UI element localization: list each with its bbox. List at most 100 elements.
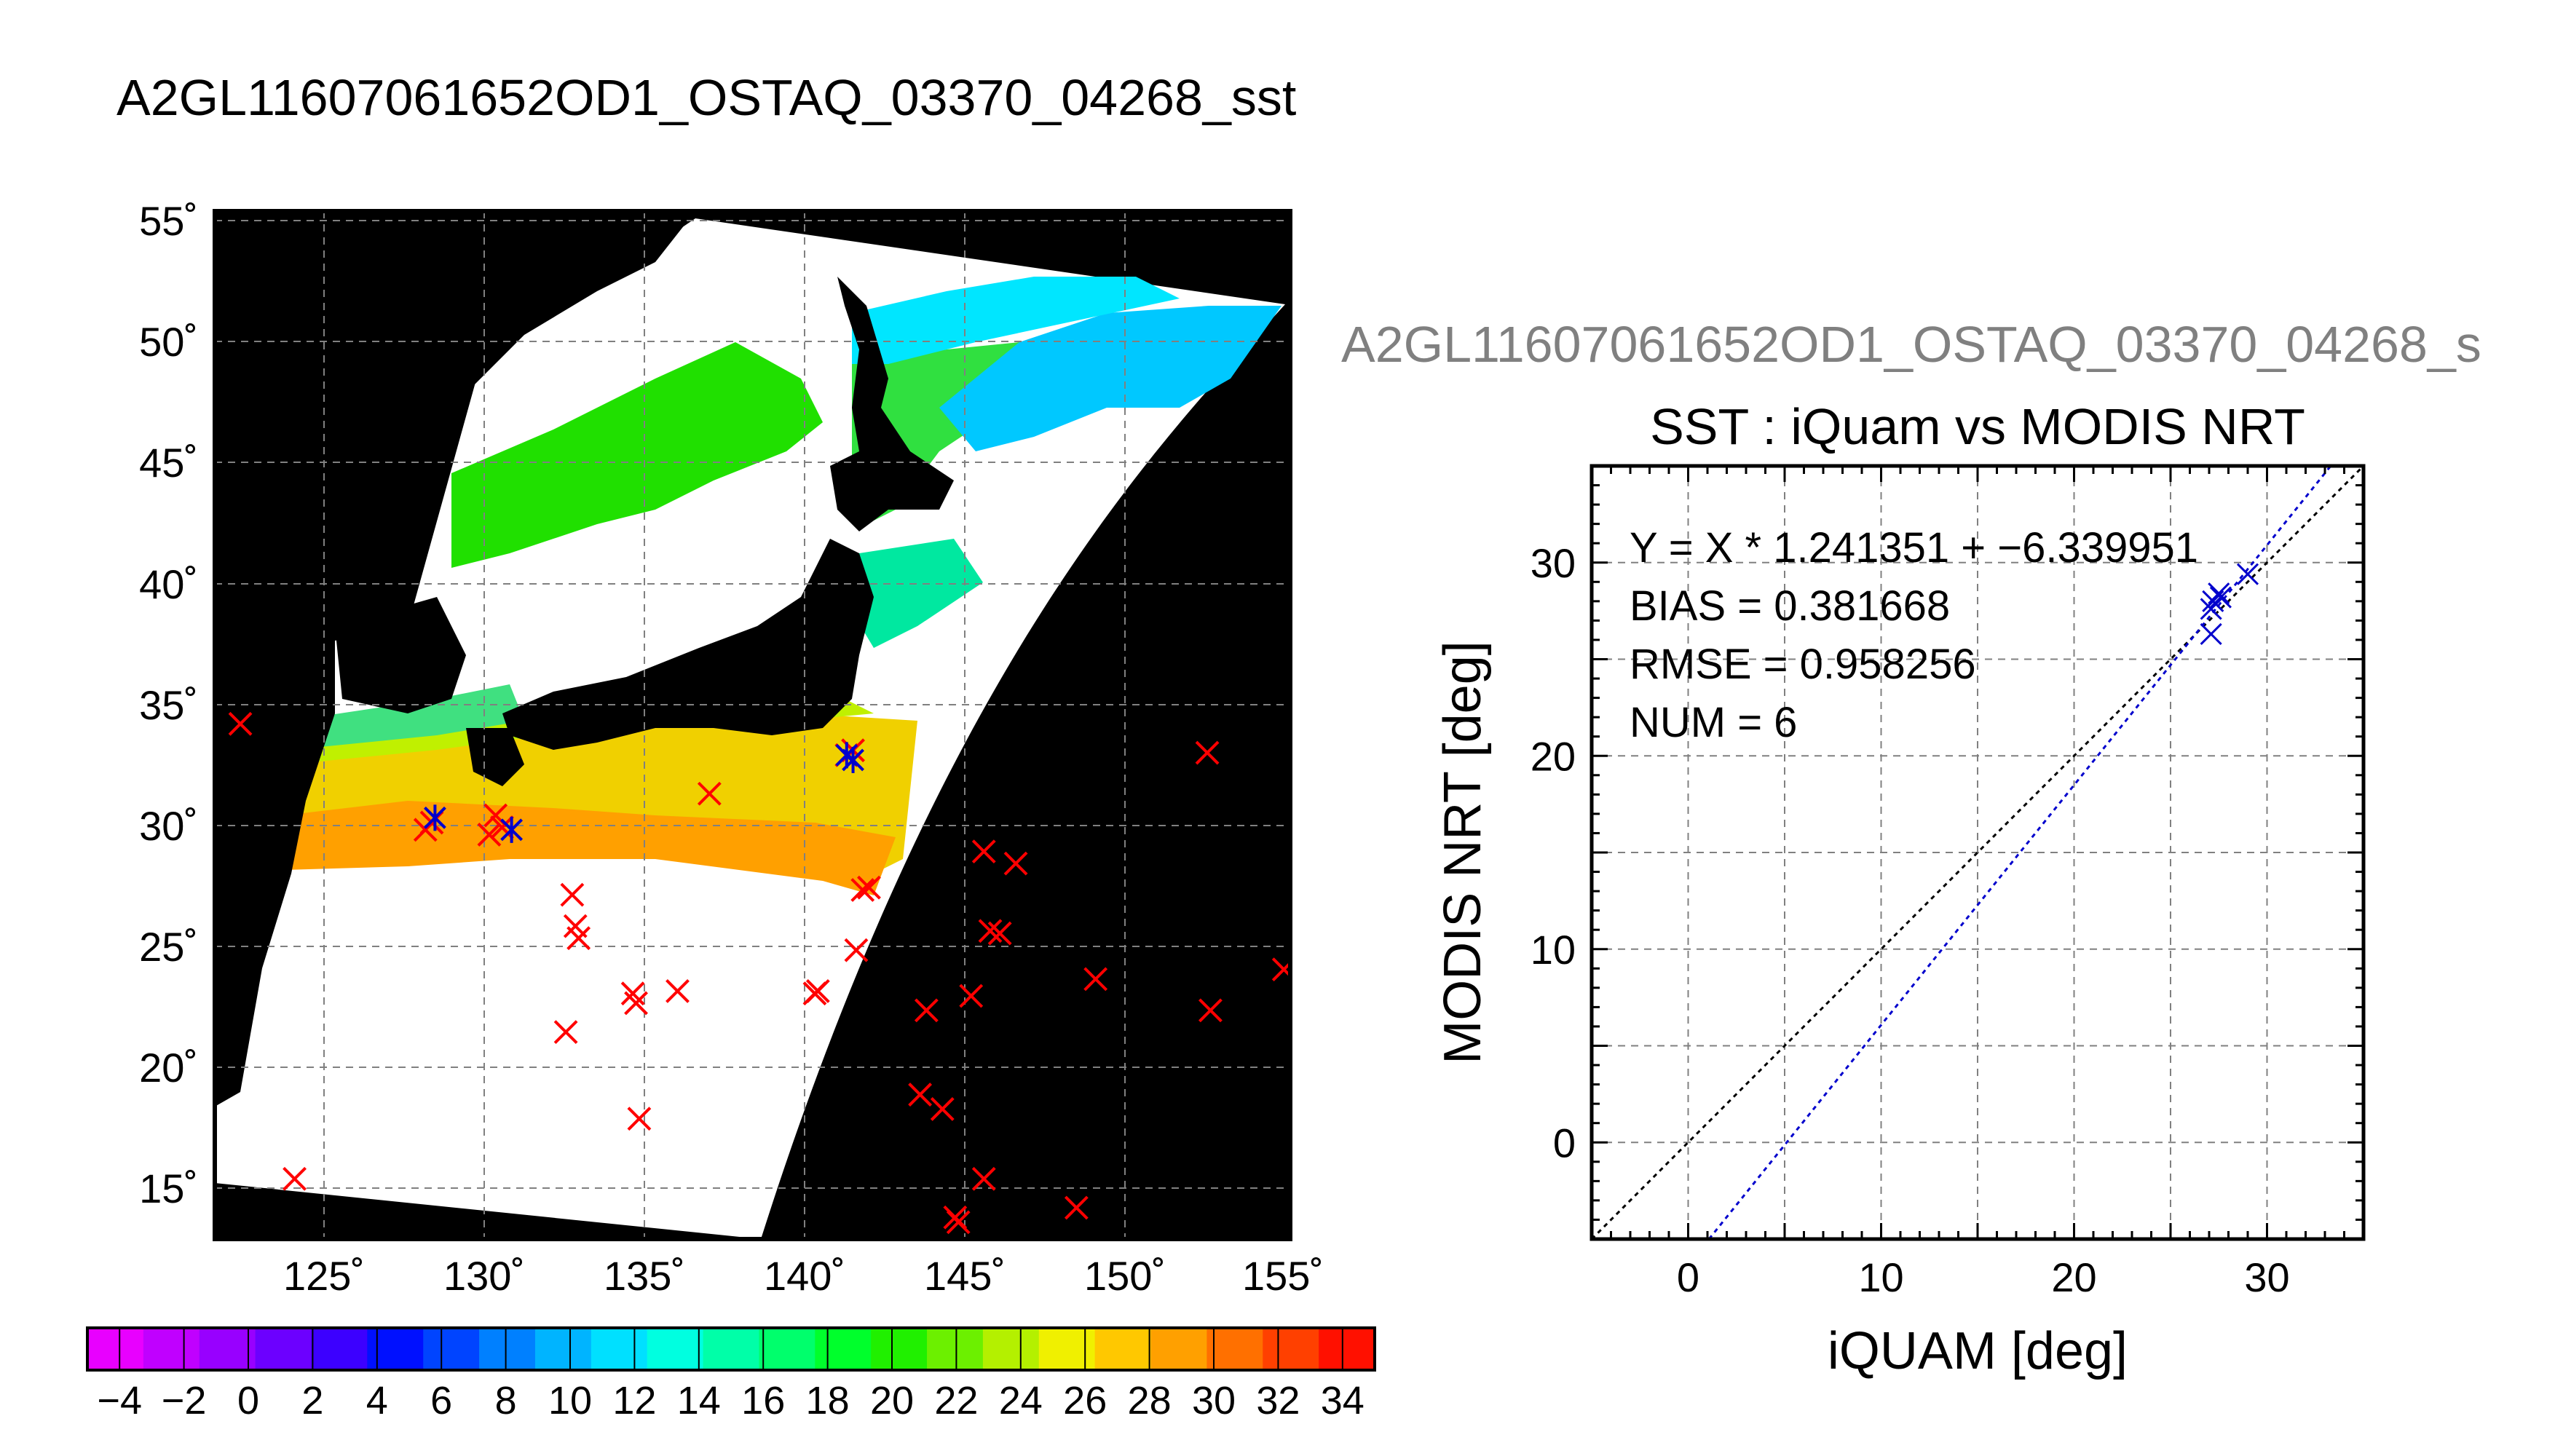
colorbar-tick-label: −2 [162,1379,207,1423]
sst-teal-band [852,539,983,648]
x-tick-label: 0 [1677,1254,1699,1300]
buoy-marker [1271,957,1290,982]
colorbar-cell [815,1328,872,1370]
buoy-marker [477,823,502,847]
land-korea [335,597,466,713]
colorbar-cell [871,1328,928,1370]
colorbar-tick-labels: −4 −2 0 2 4 6 8 10 12 14 16 18 20 22 24 26 28 30 32 34 [97,1328,1365,1423]
y-tick-label: 20 [1531,733,1576,779]
buoy-marker-stroke [477,823,502,847]
y-tick-label: 30 [1531,540,1576,586]
colorbar-frame [86,1326,1376,1372]
buoy-marker-stroke [930,1097,955,1121]
scatter-point-stroke [2200,598,2222,620]
colorbar-cell [143,1328,200,1370]
buoy-marker [1064,1195,1089,1220]
lat-tick-label: 15˚ [139,1166,198,1211]
colorbar-cell [423,1328,481,1370]
buoy-marker [627,1107,652,1131]
colorbar-cell [591,1328,648,1370]
scatter-point [2209,586,2232,609]
colorbar-cell [759,1328,816,1370]
lat-tick-label: 35˚ [139,682,198,728]
lat-tick-label: 20˚ [139,1045,198,1091]
buoy-marker-stroke [946,1210,971,1235]
colorbar-tick-label: 34 [1321,1379,1365,1423]
buoy-marker-stroke [624,991,648,1016]
lon-tick-label: 155˚ [1242,1253,1324,1299]
scatter-ticks: 0 10 20 30 0 10 20 30 [1531,464,2365,1300]
colorbar-tick-label: 0 [237,1379,259,1423]
buoy-marker [560,882,585,907]
buoy-marker-stroke [490,815,514,839]
buoy-marker [959,984,984,1008]
buoy-marker-stroke [1198,998,1223,1023]
buoy-marker-stroke [1195,740,1220,765]
buoy-marker [228,711,253,736]
matchup-marker [842,746,864,773]
scatter-points [2200,563,2259,646]
lat-tick-label: 40˚ [139,561,198,607]
buoy-marker [1003,851,1028,876]
sst-map [215,211,1290,1239]
colorbar-cell [1207,1328,1264,1370]
scatter-lines [1592,466,2364,1239]
colorbar-tick-label: 6 [430,1379,452,1423]
buoy-marker [971,839,996,864]
scatter-super-title: A2GL11607061652OD1_OSTAQ_03370_04268_s [1341,316,2481,373]
buoy-marker-stroke [844,938,869,962]
colorbar-cell [311,1328,368,1370]
lat-tick-label: 45˚ [139,440,198,486]
buoy-marker-stroke [566,926,591,951]
buoy-marker-stroke [971,839,996,864]
colorbar-tick-label: 12 [612,1379,656,1423]
lat-tick-label: 25˚ [139,924,198,970]
buoy-marker-stroke [908,1083,933,1107]
bias-value: BIAS = 0.381668 [1630,582,1950,630]
scatter-stats: Y = X * 1.241351 + −6.339951 BIAS = 0.38… [1630,524,2198,746]
buoy-marker-stroke [959,984,984,1008]
scatter-grid [1592,466,2364,1239]
matchup-markers [423,742,864,843]
colorbar-tick-label: 4 [366,1379,388,1423]
lon-tick-label: 125˚ [283,1253,365,1299]
colorbar-cell [982,1328,1040,1370]
buoy-marker [1083,967,1108,992]
land-asia-mainland [215,211,695,641]
map-frame [213,209,1292,1241]
map-lat-tick-labels: 55˚ 50˚ 45˚ 40˚ 35˚ 30˚ 25˚ 20˚ 15˚ [139,198,198,1211]
buoy-marker [978,919,1003,943]
buoy-marker [971,1166,996,1191]
buoy-marker-stroke [483,803,508,828]
colorbar-tick-label: 14 [677,1379,721,1423]
buoy-marker [908,1083,933,1107]
buoy-marker [930,1097,955,1121]
colorbar-cell [1263,1328,1320,1370]
sst-green-southwest [291,684,524,750]
colorbar [87,1328,1375,1370]
x-tick-label: 20 [2051,1254,2096,1300]
buoy-marker-stroke [283,1166,307,1191]
buoy-marker-stroke [1064,1195,1089,1220]
colorbar-cell [1319,1328,1375,1370]
x-tick-label: 10 [1858,1254,1903,1300]
buoy-marker [987,921,1012,946]
buoy-marker [914,998,939,1023]
colorbar-cell [367,1328,424,1370]
colorbar-tick-label: 16 [741,1379,785,1423]
y-tick-label: 10 [1531,927,1576,973]
identity-line [1592,466,2364,1239]
lon-tick-label: 145˚ [924,1253,1006,1299]
buoy-marker-stroke [563,914,588,938]
map-grid [215,211,1290,1239]
colorbar-tick-label: 24 [999,1379,1043,1423]
x-axis-label: iQUAM [deg] [1828,1322,2128,1380]
scatter-point [2236,563,2259,585]
land-honshu [502,539,874,750]
map-title: A2GL11607061652OD1_OSTAQ_03370_04268_sst [117,69,1296,126]
lat-tick-label: 50˚ [139,319,198,365]
lon-tick-label: 130˚ [443,1253,525,1299]
colorbar-cell [199,1328,256,1370]
colorbar-tick-label: 8 [495,1379,517,1423]
